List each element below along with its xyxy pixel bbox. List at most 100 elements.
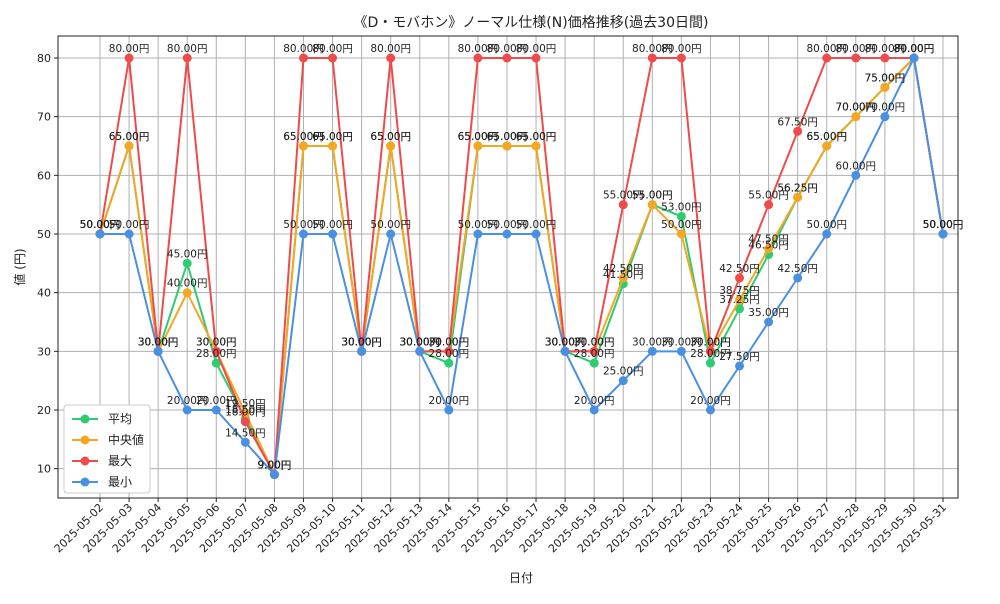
data-point: [502, 141, 512, 151]
data-label: 30.00円: [399, 336, 440, 348]
data-point: [473, 229, 483, 239]
data-point: [95, 229, 105, 239]
data-label: 55.00円: [632, 190, 673, 202]
data-label: 28.00円: [429, 348, 470, 360]
data-point: [182, 288, 192, 298]
y-tick: 10: [37, 463, 58, 476]
data-label: 56.25円: [777, 182, 818, 194]
legend-entry: 最小: [72, 475, 132, 489]
data-label: 65.00円: [487, 131, 528, 143]
data-label: 30.00円: [545, 336, 586, 348]
data-label: 80.00円: [632, 43, 673, 55]
data-point: [444, 358, 454, 368]
data-label: 55.00円: [748, 190, 789, 202]
data-point: [298, 141, 308, 151]
data-label: 65.00円: [458, 131, 499, 143]
data-point: [589, 346, 599, 356]
data-point: [793, 273, 803, 283]
data-point: [647, 53, 657, 63]
y-tick-label: 70: [37, 111, 51, 124]
data-label: 30.00円: [341, 336, 382, 348]
data-point: [298, 53, 308, 63]
data-label: 50.00円: [370, 219, 411, 231]
legend-entry: 平均: [72, 412, 132, 426]
data-label: 47.50円: [748, 234, 789, 246]
data-label: 65.00円: [109, 131, 150, 143]
x-axis-ticks: 2025-05-022025-05-032025-05-042025-05-05…: [52, 498, 949, 555]
data-label: 28.00円: [690, 348, 731, 360]
data-label: 65.00円: [312, 131, 353, 143]
data-label: 30.00円: [341, 336, 382, 348]
data-point: [124, 141, 134, 151]
data-label: 80.00円: [370, 43, 411, 55]
data-point: [589, 358, 599, 368]
data-point: [531, 229, 541, 239]
data-label: 30.00円: [138, 336, 179, 348]
data-label: 30.00円: [429, 336, 470, 348]
y-tick-label: 10: [37, 463, 51, 476]
legend-label: 平均: [108, 412, 132, 426]
data-point: [386, 229, 396, 239]
chart-title: 《D・モバホン》ノーマル仕様(N)価格推移(過去30日間): [354, 15, 709, 31]
gridlines: [58, 36, 958, 498]
data-label: 20.00円: [196, 395, 237, 407]
data-label: 50.00円: [458, 219, 499, 231]
data-point: [735, 304, 745, 314]
data-label: 30.00円: [545, 336, 586, 348]
data-label: 80.00円: [283, 43, 324, 55]
data-label: 55.00円: [603, 190, 644, 202]
legend-entry: 最大: [72, 454, 132, 468]
data-label: 18.00円: [225, 407, 266, 419]
data-label: 30.00円: [138, 336, 179, 348]
data-point: [502, 53, 512, 63]
data-label: 50.00円: [283, 219, 324, 231]
data-point: [822, 53, 832, 63]
data-label: 30.00円: [632, 336, 673, 348]
data-point: [851, 53, 861, 63]
data-point: [676, 53, 686, 63]
y-tick: 30: [37, 345, 58, 358]
data-point: [822, 141, 832, 151]
data-label: 19.50円: [225, 398, 266, 410]
data-label: 30.00円: [399, 336, 440, 348]
data-point: [705, 346, 715, 356]
data-point: [211, 405, 221, 415]
data-label: 75.00円: [865, 72, 906, 84]
data-point: [880, 53, 890, 63]
data-point: [560, 346, 570, 356]
data-point: [735, 295, 745, 305]
data-label: 67.50円: [777, 116, 818, 128]
data-label: 42.50円: [719, 263, 760, 275]
data-label: 65.00円: [487, 131, 528, 143]
data-point: [211, 346, 221, 356]
data-label: 80.00円: [109, 43, 150, 55]
data-label: 70.00円: [865, 102, 906, 114]
data-label: 80.00円: [806, 43, 847, 55]
data-label: 42.50円: [603, 263, 644, 275]
data-point: [386, 53, 396, 63]
data-label: 50.00円: [516, 219, 557, 231]
y-tick-label: 60: [37, 169, 51, 182]
legend-label: 中央値: [108, 432, 144, 447]
series-line: [99, 55, 944, 479]
data-label: 65.00円: [516, 131, 557, 143]
data-label: 80.00円: [458, 43, 499, 55]
data-label: 60.00円: [836, 160, 877, 172]
data-label: 28.00円: [196, 348, 237, 360]
data-label: 9.00円: [257, 460, 291, 472]
data-point: [880, 82, 890, 92]
data-label: 65.00円: [458, 131, 499, 143]
data-point: [240, 437, 250, 447]
data-point: [618, 273, 628, 283]
data-point: [938, 229, 948, 239]
data-label: 30.00円: [138, 336, 179, 348]
data-point: [647, 346, 657, 356]
legend-label: 最大: [108, 454, 132, 468]
data-point: [647, 200, 657, 210]
data-point: [880, 112, 890, 122]
data-label: 38.75円: [719, 285, 760, 297]
data-label: 70.00円: [836, 102, 877, 114]
data-label: 80.00円: [894, 43, 935, 55]
y-tick: 60: [37, 169, 58, 182]
data-point: [735, 273, 745, 283]
